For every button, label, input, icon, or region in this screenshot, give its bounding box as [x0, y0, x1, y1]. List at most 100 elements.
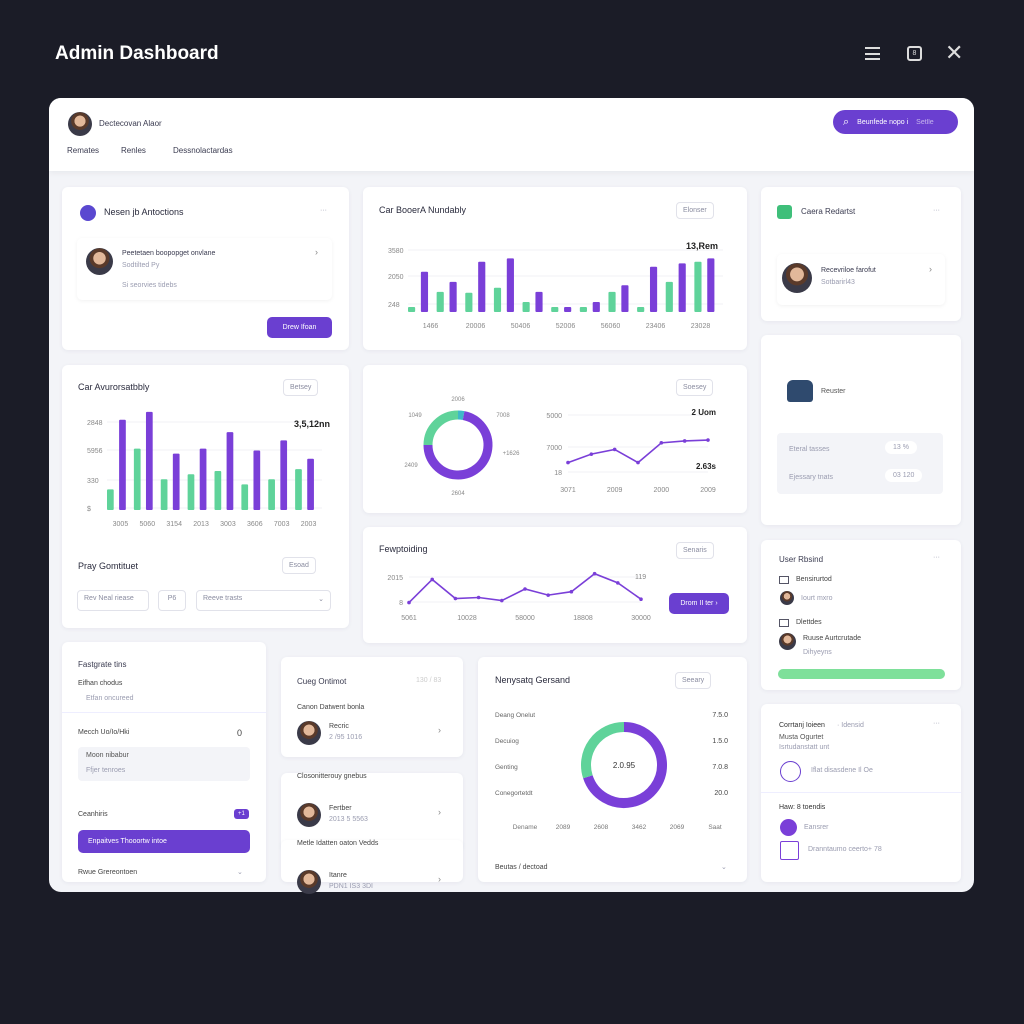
menu-icon[interactable]	[865, 47, 880, 60]
y-tick-label: 5956	[87, 448, 103, 455]
annotation: 13,Rem	[686, 241, 718, 251]
bar	[707, 258, 715, 312]
line-chart-card: Fewptoiding Senaris 2015 8 5061 10028 58000 1…	[363, 527, 747, 643]
user-icon[interactable]	[780, 819, 797, 836]
bar	[253, 450, 261, 510]
chevron-down-icon[interactable]: ⌄	[237, 869, 243, 876]
avatar[interactable]	[780, 591, 794, 605]
bar	[280, 440, 288, 510]
chevron-right-icon: ›	[438, 725, 441, 735]
donut-card: Nenysatq Gersand Seeary 2.0.95 Deang Onel…	[478, 657, 747, 882]
corr-card: Corrtanj Ioieen · Idensid ··· Musta Ogur…	[761, 704, 961, 882]
donut-slice	[583, 722, 667, 808]
x-tick-label: 2089	[556, 824, 571, 831]
chart-dropdown[interactable]: Seeary	[675, 672, 712, 689]
chevron-down-icon: ⌄	[318, 596, 324, 603]
tab-remates[interactable]: Remates	[67, 146, 100, 155]
donut-label: 2409	[404, 463, 418, 469]
item-name: Itanre	[329, 872, 347, 879]
bar	[506, 258, 514, 312]
item-name: Fertber	[329, 805, 352, 812]
chevron-down-icon[interactable]: ⌄	[721, 864, 727, 871]
x-tick-label: 10028	[457, 615, 477, 622]
bar	[621, 285, 629, 312]
tab-renles[interactable]: Renles	[121, 146, 146, 155]
card-title: Nesen jb Antoctions	[104, 207, 184, 217]
text-input[interactable]: Rev Neal riease	[77, 590, 149, 611]
more-icon[interactable]: ···	[933, 720, 940, 727]
avatar[interactable]	[68, 112, 92, 136]
search-button[interactable]: ⌕ Beunfede nopo i Setlle	[833, 110, 958, 134]
data-point	[616, 581, 620, 585]
user-name: Dectecovan Alaor	[99, 119, 162, 128]
bar	[608, 291, 616, 312]
chart-dropdown[interactable]: Elonser	[676, 202, 714, 219]
pray-dropdown[interactable]: Esoad	[282, 557, 316, 574]
list-item[interactable]: Recevriloe farofut Sotbarirl43 ›	[777, 254, 945, 305]
x-tick-label: 3154	[166, 521, 182, 528]
draw-button[interactable]: Drew Ifoan	[267, 317, 332, 338]
x-tick-label: 2069	[670, 824, 685, 831]
annotation: 2.63s	[696, 462, 717, 471]
row-value: 20.0	[714, 790, 728, 797]
chevron-right-icon: ›	[315, 247, 318, 257]
close-icon[interactable]: ✕	[945, 40, 964, 65]
document-icon[interactable]	[780, 841, 799, 860]
primary-button[interactable]: Enpaitves Thooortw intoe	[78, 830, 250, 853]
data-point	[612, 447, 617, 452]
x-tick-label: 52006	[556, 323, 576, 330]
more-icon[interactable]: ···	[933, 554, 940, 561]
x-tick-label: 2608	[594, 824, 609, 831]
info-box: Moon nibabur Ffjer tenroes	[78, 747, 250, 781]
data-point	[639, 597, 643, 601]
number-input[interactable]: P6	[158, 590, 186, 611]
bar	[694, 261, 702, 312]
bar	[214, 471, 222, 510]
item-sub: PDN1 IS3 3DI	[329, 883, 373, 890]
more-icon[interactable]: ···	[933, 207, 940, 214]
users-card: User Rbsind ··· Bensirurtod Iourt mxro D…	[761, 540, 961, 690]
list-item[interactable]: Recric 2 /95 1016 ›	[281, 709, 463, 757]
donut-slice	[457, 410, 465, 420]
donut-chart: 2.0.95 Deang Onelut 7.5.0 Decuiog 1.5.0 Genti…	[495, 712, 728, 831]
x-tick-label: 2000	[654, 487, 670, 494]
data-point	[682, 439, 687, 443]
bar	[307, 458, 314, 510]
avatar	[297, 803, 321, 827]
x-tick-label: 2009	[700, 487, 716, 494]
filter-button[interactable]: Drom II ter ›	[669, 593, 729, 614]
x-tick-label: 3606	[247, 521, 263, 528]
list-item[interactable]: Peetetaen boopopget onvlane Sodtilted Py…	[77, 238, 332, 300]
list-item[interactable]: Closonitterouy gnebus Fertber 2013 5 556…	[281, 773, 463, 850]
data-point	[592, 571, 597, 576]
y-tick-label: 3580	[388, 248, 404, 255]
bar	[133, 448, 141, 510]
avatar[interactable]	[779, 633, 796, 650]
chevron-right-icon: ›	[438, 874, 441, 884]
y-tick-label: 18	[554, 470, 562, 477]
tab-dessnolactardas[interactable]: Dessnolactardas	[173, 146, 233, 155]
annotation: 2 Uom	[692, 408, 716, 417]
data-point	[430, 577, 434, 582]
data-point	[546, 593, 550, 597]
box-icon[interactable]	[780, 761, 801, 782]
item-name: Recric	[329, 723, 349, 730]
chart-dropdown[interactable]: Senaris	[676, 542, 714, 559]
data-point	[659, 441, 664, 445]
chart-dropdown[interactable]: Soesey	[676, 379, 714, 396]
x-tick-label: 3005	[113, 521, 129, 528]
bar	[119, 419, 126, 510]
x-tick-label: 3462	[632, 824, 647, 831]
select-input[interactable]: Reeve trasts ⌄	[196, 590, 331, 611]
row-label: Conegortetdt	[495, 790, 533, 797]
window-icon[interactable]: 8	[907, 46, 922, 61]
x-tick-label: 2013	[193, 521, 209, 528]
bar	[678, 263, 686, 312]
x-tick-label: 3071	[560, 487, 576, 494]
list-item[interactable]: Metle Idatten oaton Vedds Itanre PDN1 IS…	[281, 840, 463, 894]
more-icon[interactable]: ···	[320, 207, 327, 214]
bar	[436, 291, 444, 312]
chart-dropdown[interactable]: Betsey	[283, 379, 319, 396]
chevron-right-icon: ›	[929, 264, 932, 274]
data-point	[523, 587, 527, 591]
